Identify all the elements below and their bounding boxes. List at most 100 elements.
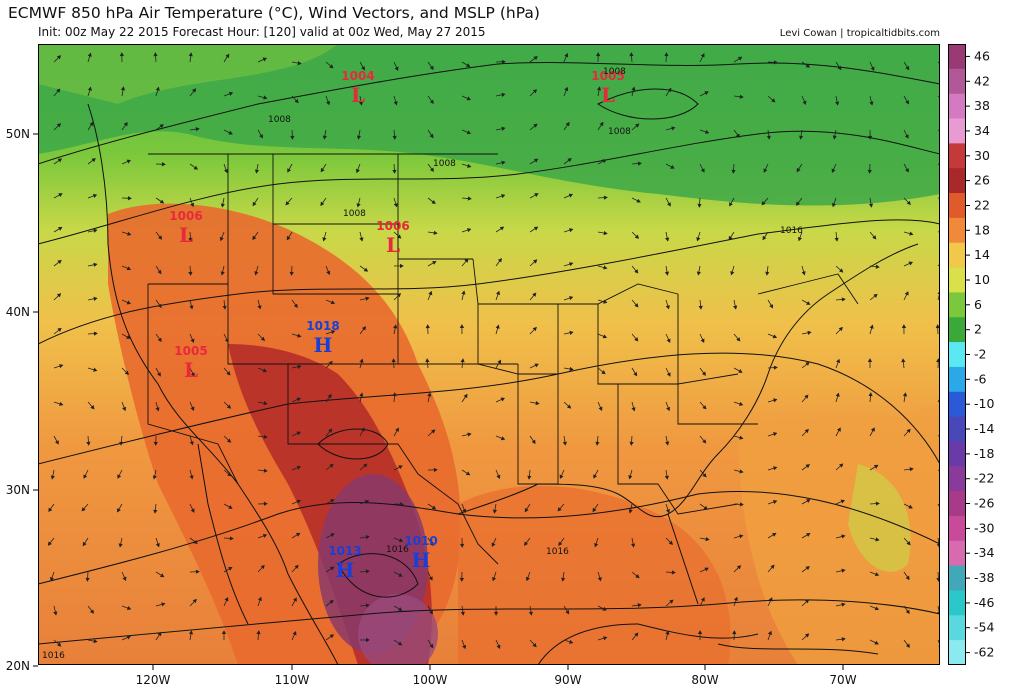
isobar-label: 1016 [386, 545, 409, 555]
lon-label: 110W [275, 673, 310, 687]
wind-arrow-head [873, 293, 878, 298]
wind-arrow-head [839, 463, 844, 468]
wind-arrow-head [669, 599, 674, 604]
wind-arrow-head [497, 359, 502, 364]
wind-arrow-head [225, 53, 230, 59]
wind-arrow-head [905, 100, 910, 105]
wind-arrow-head [428, 576, 433, 581]
wind-arrow-head [524, 507, 529, 513]
colorbar-frame [948, 44, 966, 665]
lon-label: 70W [829, 673, 856, 687]
wind-arrow-head [119, 52, 124, 57]
colorbar-tick-label: 26 [974, 173, 990, 188]
wind-arrow-head [286, 235, 291, 241]
colorbar-swatch [948, 193, 966, 219]
wind-arrow-head [59, 364, 64, 369]
wind-arrow-head [533, 123, 538, 128]
wind-arrow-head [836, 358, 841, 364]
wind-arrow-head [365, 296, 370, 301]
wind-arrow-head [190, 508, 195, 513]
wind-arrow-head [359, 358, 364, 363]
wind-arrow-head [628, 475, 633, 480]
wind-arrow-head [263, 95, 268, 100]
colorbar-tick-label: -18 [974, 446, 994, 461]
isobar-label: 1016 [42, 651, 65, 661]
wind-arrow-head [297, 333, 302, 338]
wind-arrow-head [86, 441, 91, 446]
wind-arrow-head [875, 537, 880, 542]
wind-arrow-head [396, 234, 402, 239]
wind-arrow-head [802, 100, 807, 105]
wind-arrow-head [635, 123, 640, 128]
wind-arrow-head [365, 603, 370, 608]
colorbar-tick-label: 6 [974, 297, 982, 312]
wind-arrow-head [500, 397, 505, 402]
wind-arrow-head [56, 123, 61, 128]
wind-arrow-head [58, 193, 63, 197]
wind-arrow-head [666, 372, 671, 377]
wind-arrow-head [697, 203, 702, 208]
wind-arrow-head [901, 358, 906, 363]
wind-arrow-head [739, 502, 744, 507]
wind-arrow-head [525, 576, 530, 582]
colorbar-tick-label: -34 [974, 545, 994, 560]
wind-arrow-head [766, 135, 771, 140]
wind-arrow-head [869, 324, 874, 329]
wind-arrow-head [739, 435, 744, 440]
wind-arrow-head [807, 330, 812, 335]
wind-arrow-head [702, 405, 707, 410]
wind-arrow-head [122, 406, 127, 412]
wind-arrow-head [57, 642, 62, 647]
wind-arrow-head [127, 196, 132, 201]
wind-arrow-head [157, 303, 162, 309]
wind-arrow-head [523, 541, 529, 546]
wind-arrow-head [358, 101, 364, 106]
wind-arrow-head [671, 126, 676, 131]
wind-arrow-head [220, 203, 225, 208]
wind-arrow-head [534, 363, 539, 368]
colorbar-tick-label: 34 [974, 123, 990, 138]
wind-arrow-head [841, 534, 846, 539]
wind-arrow-head [392, 169, 397, 174]
wind-arrow-head [157, 631, 162, 637]
wind-arrow-head [598, 406, 603, 411]
wind-arrow-head [839, 268, 844, 273]
wind-arrow-head [500, 436, 506, 441]
wind-arrow-head [153, 509, 158, 514]
lon-label: 80W [691, 673, 718, 687]
wind-arrow-head [329, 64, 334, 69]
wind-arrow-head [57, 327, 62, 332]
colorbar-swatch [948, 317, 966, 343]
wind-arrow-head [425, 324, 430, 329]
wind-arrow-head [228, 91, 234, 96]
wind-arrow-head [190, 406, 195, 411]
wind-arrow-head [464, 258, 469, 263]
wind-arrow-head [257, 596, 262, 601]
wind-arrow-head [82, 541, 87, 547]
wind-arrow-head [909, 231, 914, 236]
wind-arrow-head [467, 228, 472, 233]
wind-arrow-head [631, 86, 636, 91]
wind-arrow-head [460, 358, 465, 363]
colorbar-swatch [948, 242, 966, 269]
wind-arrow-head [840, 499, 845, 504]
wind-arrow-head [593, 474, 598, 479]
wind-arrow-head [700, 338, 705, 343]
credit-label: Levi Cowan | tropicaltidbits.com [779, 28, 940, 39]
lat-label: 50N [6, 127, 30, 141]
wind-arrow-head [667, 87, 672, 93]
wind-arrow-head [459, 577, 464, 582]
wind-arrow-head [192, 88, 197, 93]
wind-arrow-head [431, 505, 437, 510]
wind-arrow-head [730, 271, 735, 276]
wind-arrow-head [292, 631, 297, 636]
wind-vectors [47, 52, 940, 650]
wind-arrow-head [705, 537, 710, 542]
wind-arrow-head [331, 330, 336, 335]
wind-arrow-head [226, 404, 232, 409]
wind-arrow-head [904, 134, 909, 139]
wind-arrow-head [527, 475, 532, 480]
wind-arrow-head [773, 365, 778, 370]
wind-arrow-head [603, 636, 608, 641]
